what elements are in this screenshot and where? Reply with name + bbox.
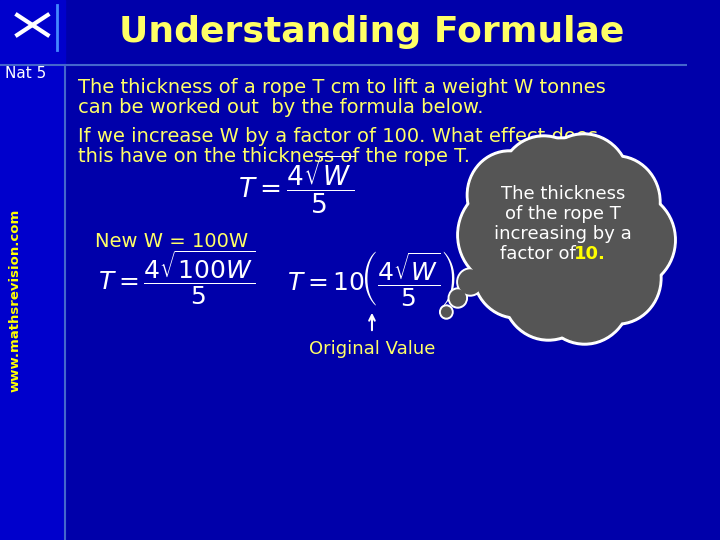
Text: New W = 100W: New W = 100W: [95, 232, 248, 251]
Circle shape: [440, 305, 453, 319]
Circle shape: [459, 187, 552, 283]
Circle shape: [499, 135, 588, 229]
Circle shape: [457, 268, 484, 296]
Circle shape: [487, 140, 639, 300]
Circle shape: [574, 158, 658, 246]
Circle shape: [541, 250, 629, 342]
Text: 10.: 10.: [574, 245, 606, 263]
Circle shape: [502, 243, 595, 341]
Text: Original Value: Original Value: [309, 340, 435, 358]
Circle shape: [538, 247, 631, 345]
Circle shape: [502, 138, 585, 226]
Bar: [0, 0, 65, 540]
Circle shape: [441, 307, 451, 317]
Circle shape: [459, 270, 482, 294]
Text: If we increase W by a factor of 100. What effect does: If we increase W by a factor of 100. Wha…: [78, 127, 598, 146]
Text: Nat 5: Nat 5: [5, 66, 46, 81]
Circle shape: [571, 155, 661, 249]
Circle shape: [469, 153, 549, 237]
Circle shape: [505, 246, 593, 338]
Text: $T = \dfrac{4\sqrt{100W}}{5}$: $T = \dfrac{4\sqrt{100W}}{5}$: [98, 249, 255, 307]
Text: www.mathsrevision.com: www.mathsrevision.com: [9, 208, 22, 392]
Text: Understanding Formulae: Understanding Formulae: [120, 15, 625, 49]
Circle shape: [572, 231, 662, 325]
Circle shape: [537, 133, 631, 231]
Circle shape: [472, 225, 562, 319]
Circle shape: [467, 150, 552, 240]
Text: The thickness of a rope T cm to lift a weight W tonnes: The thickness of a rope T cm to lift a w…: [78, 78, 606, 97]
Circle shape: [585, 194, 673, 286]
Text: The thickness: The thickness: [500, 185, 625, 203]
Text: increasing by a: increasing by a: [494, 225, 631, 243]
Text: can be worked out  by the formula below.: can be worked out by the formula below.: [78, 98, 484, 117]
Circle shape: [540, 136, 628, 228]
Circle shape: [582, 191, 676, 289]
Text: $T = \dfrac{4\sqrt{W}}{5}$: $T = \dfrac{4\sqrt{W}}{5}$: [238, 153, 354, 217]
Circle shape: [484, 137, 642, 303]
Circle shape: [457, 184, 554, 286]
Text: $T = 10\!\left(\dfrac{4\sqrt{W}}{5}\right)$: $T = 10\!\left(\dfrac{4\sqrt{W}}{5}\righ…: [287, 248, 456, 307]
Circle shape: [450, 290, 465, 306]
Circle shape: [475, 228, 559, 316]
Text: factor of: factor of: [500, 245, 582, 263]
Circle shape: [449, 288, 467, 308]
Circle shape: [575, 234, 659, 322]
Text: of the rope T: of the rope T: [505, 205, 621, 223]
Text: this have on the thickness of the rope T.: this have on the thickness of the rope T…: [78, 147, 470, 166]
